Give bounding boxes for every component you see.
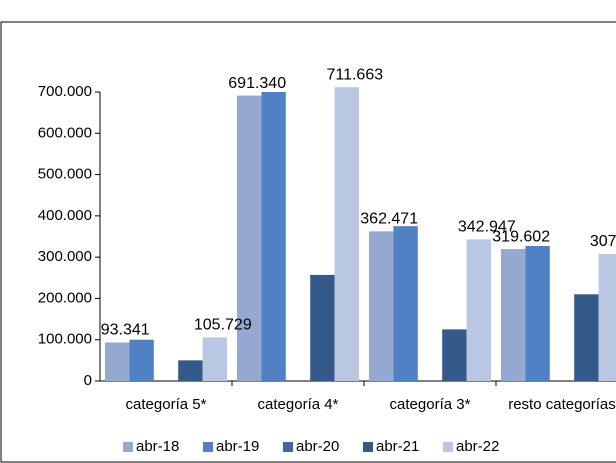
- y-tick-label: 500.000: [38, 166, 92, 183]
- y-tick-label: 300.000: [38, 248, 92, 265]
- y-tick-label: 0: [84, 372, 92, 389]
- y-tick-label: 400.000: [38, 207, 92, 224]
- legend-swatch: [203, 442, 213, 452]
- data-label: 342.947: [458, 219, 516, 236]
- x-label-box: categoría 4*: [257, 396, 339, 413]
- bar: [129, 339, 154, 381]
- y-tick-label: 200.000: [38, 289, 92, 306]
- data-label: 711.663: [326, 66, 383, 83]
- data-label: 93.341: [101, 322, 150, 339]
- legend-swatch: [443, 442, 453, 452]
- bar: [334, 87, 359, 381]
- bar: [442, 329, 467, 381]
- bar: [261, 92, 286, 381]
- bar: [466, 239, 491, 381]
- data-label: 105.729: [194, 317, 252, 334]
- x-tick-label: resto categorías: [508, 396, 616, 413]
- legend-label: abr-21: [376, 438, 419, 455]
- bar: [310, 274, 335, 381]
- bar: [105, 342, 130, 381]
- legend-swatch: [363, 442, 373, 452]
- y-tick-label: 600.000: [38, 124, 92, 141]
- x-label-box: categoría 3*: [389, 396, 471, 413]
- data-label: 362.471: [360, 211, 418, 228]
- legend-swatch: [123, 442, 133, 452]
- legend-label: abr-20: [296, 438, 339, 455]
- y-tick-label: 700.000: [38, 83, 92, 100]
- x-tick-label: categoría 4*: [257, 396, 339, 413]
- bar: [369, 231, 394, 381]
- legend-label: abr-22: [456, 438, 499, 455]
- legend-label: abr-18: [136, 438, 179, 455]
- bar: [525, 245, 550, 381]
- bar: [202, 337, 227, 381]
- data-label: 691.340: [228, 75, 286, 92]
- legend-label: abr-19: [216, 438, 259, 455]
- data-label: 319.602: [492, 228, 550, 245]
- data-label: 307.954: [590, 233, 616, 250]
- bar: [598, 253, 616, 381]
- bar: [393, 226, 418, 381]
- bar: [574, 294, 599, 381]
- bar: [178, 360, 203, 381]
- x-label-box: resto categorías: [508, 396, 616, 413]
- bar: [501, 249, 526, 381]
- legend-swatch: [283, 442, 293, 452]
- y-tick-label: 100.000: [38, 331, 92, 348]
- x-tick-label: categoría 5*: [125, 396, 207, 413]
- x-tick-label: categoría 3*: [389, 396, 471, 413]
- x-label-box: categoría 5*: [125, 396, 207, 413]
- chart-frame: [0, 21, 616, 463]
- bar: [237, 95, 262, 381]
